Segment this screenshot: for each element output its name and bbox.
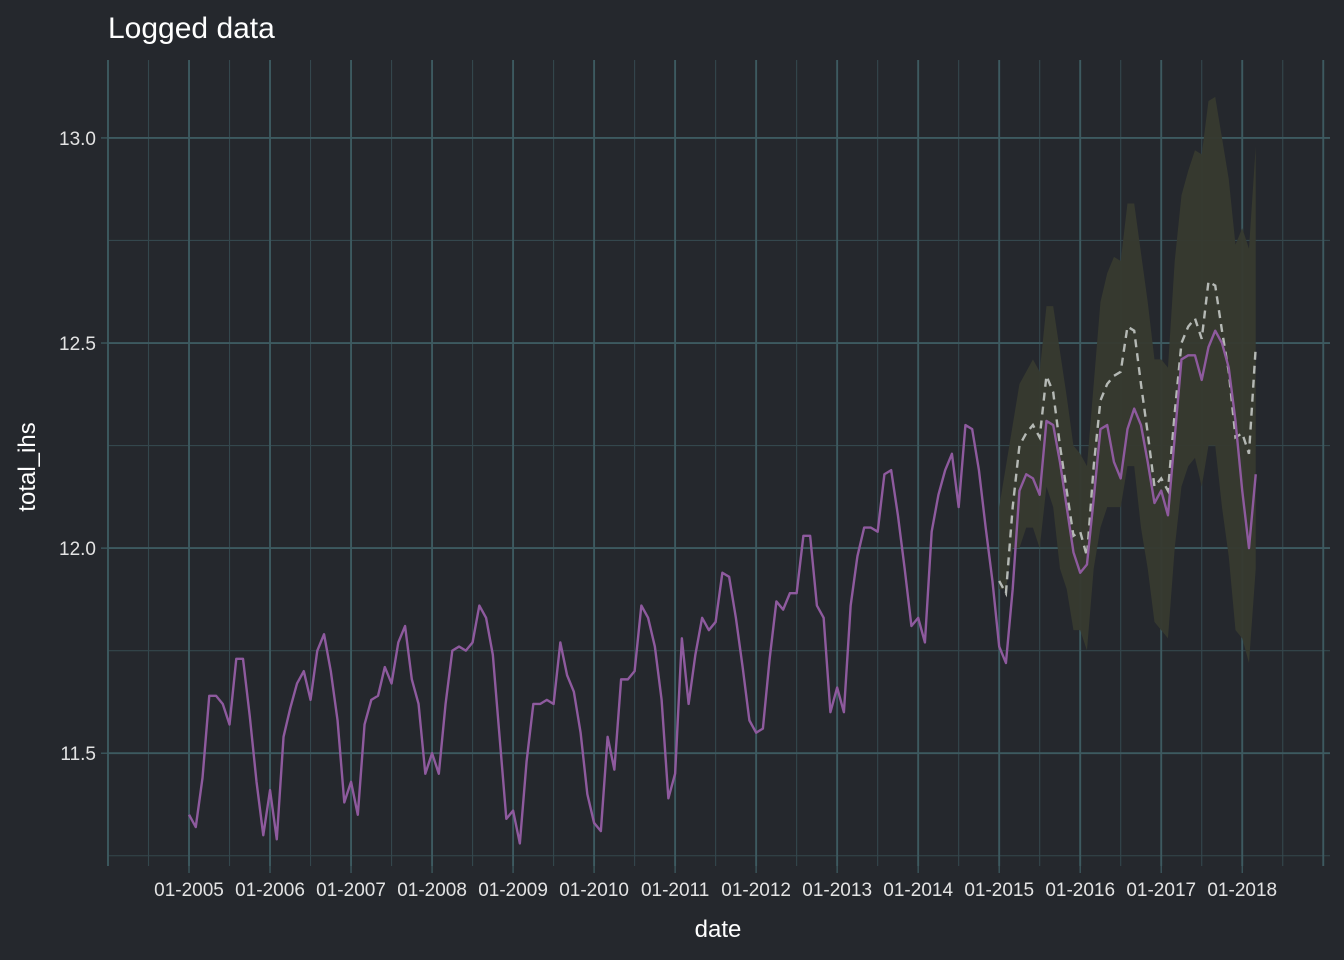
x-tick-label: 01-2006 [235, 880, 305, 901]
x-tick-label: 01-2005 [154, 880, 224, 901]
x-axis: 01-2005 01-2006 01-2007 01-2008 01-2009 01-20… [154, 866, 1277, 901]
x-tick-label: 01-2012 [721, 880, 791, 901]
x-tick-label: 01-2014 [883, 880, 953, 901]
x-tick-label: 01-2010 [559, 880, 629, 901]
observed-series [187, 329, 1257, 845]
x-tick-label: 01-2007 [316, 880, 386, 901]
y-axis: 11.5 12.0 12.5 13.0 [59, 129, 108, 765]
x-axis-title: date [695, 916, 742, 943]
y-axis-title: total_ihs [14, 422, 41, 511]
y-tick-label: 12.0 [59, 539, 96, 560]
confidence-band [999, 96, 1256, 663]
x-tick-label: 01-2017 [1126, 880, 1196, 901]
x-tick-label: 01-2008 [397, 880, 467, 901]
x-tick-label: 01-2009 [478, 880, 548, 901]
y-tick-label: 12.5 [59, 334, 96, 355]
y-tick-label: 11.5 [60, 744, 96, 765]
forecast-line [998, 279, 1257, 598]
x-tick-label: 01-2018 [1207, 880, 1277, 901]
y-tick-label: 13.0 [59, 129, 96, 150]
forecast-series [998, 279, 1257, 598]
x-tick-label: 01-2016 [1045, 880, 1115, 901]
observed-line [187, 329, 1257, 845]
x-tick-label: 01-2015 [964, 880, 1034, 901]
interval-band [999, 96, 1256, 663]
chart-title: Logged data [108, 12, 275, 45]
x-tick-label: 01-2011 [641, 880, 709, 901]
x-tick-label: 01-2013 [802, 880, 872, 901]
